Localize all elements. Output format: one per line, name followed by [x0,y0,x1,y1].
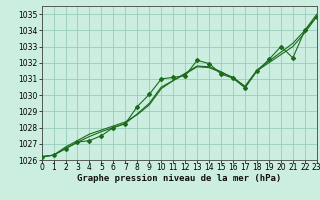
X-axis label: Graphe pression niveau de la mer (hPa): Graphe pression niveau de la mer (hPa) [77,174,281,183]
